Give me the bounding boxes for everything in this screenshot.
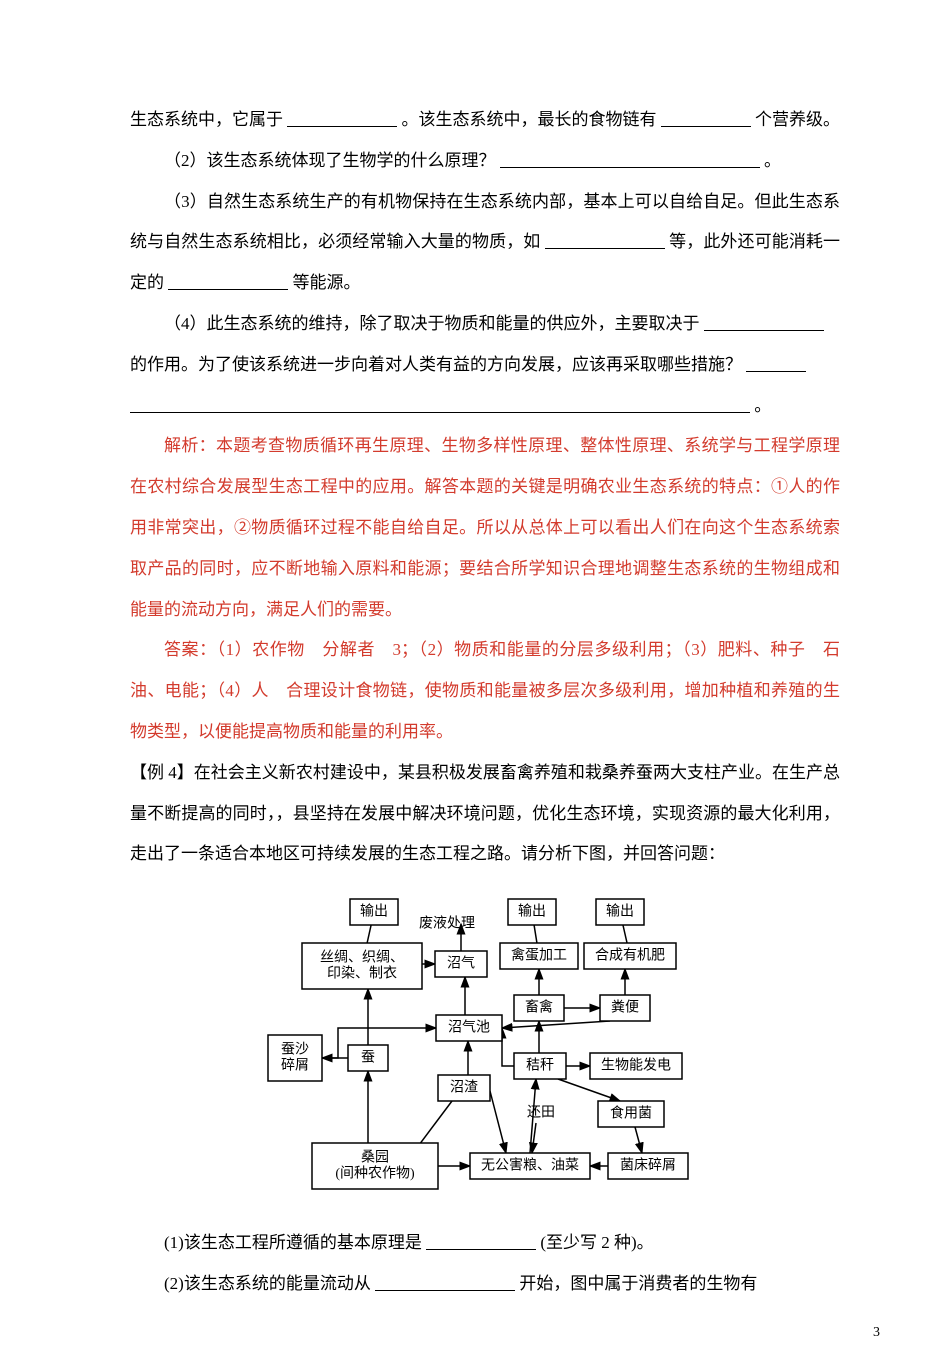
blank — [545, 247, 665, 249]
blank — [500, 166, 760, 168]
blank — [426, 1248, 536, 1250]
svg-text:沼气: 沼气 — [447, 956, 475, 972]
svg-text:输出: 输出 — [360, 904, 388, 920]
svg-text:碎屑: 碎屑 — [281, 1058, 309, 1074]
answer: 答案：（1）农作物 分解者 3；（2）物质和能量的分层多级利用；（3）肥料、种子… — [130, 630, 840, 752]
t: （4）此生态系统的维持，除了取决于物质和能量的供应外，主要取决于 — [164, 314, 700, 333]
t: 个营养级。 — [755, 110, 840, 129]
svg-text:合成有机肥: 合成有机肥 — [595, 948, 665, 964]
ecology-flowchart: 输出 输出 输出废液处理丝绸、织绸、印染、制衣 沼气 禽蛋加工 合成有机肥畜禽 粪便沼气池蚕… — [230, 887, 740, 1207]
line-3: （3）自然生态系统生产的有机物保持在生态系统内部，基本上可以自给自足。但此生态系… — [130, 182, 840, 304]
svg-text:蚕沙: 蚕沙 — [281, 1043, 309, 1058]
blank — [287, 125, 397, 127]
svg-text:秸秆: 秸秆 — [526, 1058, 554, 1074]
example-4: 【例 4】在社会主义新农村建设中，某县积极发展畜禽养殖和栽桑养蚕两大支柱产业。在… — [130, 753, 840, 875]
svg-text:(间种农作物): (间种农作物) — [335, 1166, 415, 1182]
svg-text:桑园: 桑园 — [361, 1150, 389, 1166]
svg-text:沼气池: 沼气池 — [448, 1020, 490, 1036]
svg-text:输出: 输出 — [518, 904, 546, 920]
svg-text:菌床碎屑: 菌床碎屑 — [620, 1158, 676, 1174]
t: (1)该生态工程所遵循的基本原理是 — [164, 1233, 422, 1252]
analysis: 解析：本题考查物质循环再生原理、生物多样性原理、整体性原理、系统学与工程学原理在… — [130, 426, 840, 630]
svg-text:粪便: 粪便 — [611, 1000, 639, 1016]
line-4c: 。 — [130, 386, 840, 427]
page-number: 3 — [873, 1325, 880, 1341]
svg-text:蚕: 蚕 — [361, 1051, 375, 1066]
t: 开始，图中属于消费者的生物有 — [519, 1274, 757, 1293]
svg-text:印染、制衣: 印染、制衣 — [327, 966, 397, 982]
blank — [746, 370, 806, 372]
svg-text:畜禽: 畜禽 — [525, 999, 553, 1016]
blank — [704, 329, 824, 331]
line-1: 生态系统中，它属于 。该生态系统中，最长的食物链有 个营养级。 — [130, 100, 840, 141]
line-4a: （4）此生态系统的维持，除了取决于物质和能量的供应外，主要取决于 — [130, 304, 840, 345]
svg-text:还田: 还田 — [527, 1105, 555, 1121]
svg-text:沼渣: 沼渣 — [450, 1080, 478, 1096]
t: 生态系统中，它属于 — [130, 110, 283, 129]
q1: (1)该生态工程所遵循的基本原理是 (至少写 2 种)。 — [130, 1223, 840, 1264]
t: 。 — [764, 151, 781, 170]
svg-text:输出: 输出 — [606, 904, 634, 920]
svg-text:生物能发电: 生物能发电 — [601, 1058, 671, 1074]
blank — [375, 1289, 515, 1291]
t: 。该生态系统中，最长的食物链有 — [402, 110, 657, 129]
t: （2）该生态系统体现了生物学的什么原理？ — [164, 151, 496, 170]
blank — [168, 288, 288, 290]
q2: (2)该生态系统的能量流动从 开始，图中属于消费者的生物有 — [130, 1264, 840, 1305]
diagram-holder: 输出 输出 输出废液处理丝绸、织绸、印染、制衣 沼气 禽蛋加工 合成有机肥畜禽 粪便沼气池蚕… — [130, 887, 840, 1207]
blank — [130, 411, 750, 413]
svg-text:食用菌: 食用菌 — [610, 1105, 652, 1122]
t: (至少写 2 种)。 — [540, 1233, 653, 1252]
line-2: （2）该生态系统体现了生物学的什么原理？ 。 — [130, 141, 840, 182]
blank — [661, 125, 751, 127]
t: 的作用。为了使该系统进一步向着对人类有益的方向发展，应该再采取哪些措施？ — [130, 355, 742, 374]
page: 生态系统中，它属于 。该生态系统中，最长的食物链有 个营养级。 （2）该生态系统… — [0, 0, 950, 1365]
svg-text:废液处理: 废液处理 — [419, 916, 475, 932]
analysis-block: 解析：本题考查物质循环再生原理、生物多样性原理、整体性原理、系统学与工程学原理在… — [130, 426, 840, 752]
t: (2)该生态系统的能量流动从 — [164, 1274, 371, 1293]
t: 。 — [754, 396, 771, 415]
line-4b: 的作用。为了使该系统进一步向着对人类有益的方向发展，应该再采取哪些措施？ — [130, 345, 840, 386]
t: 等能源。 — [293, 273, 361, 292]
svg-text:禽蛋加工: 禽蛋加工 — [511, 947, 567, 964]
svg-text:丝绸、织绸、: 丝绸、织绸、 — [320, 950, 404, 966]
svg-text:无公害粮、油菜: 无公害粮、油菜 — [481, 1158, 579, 1174]
